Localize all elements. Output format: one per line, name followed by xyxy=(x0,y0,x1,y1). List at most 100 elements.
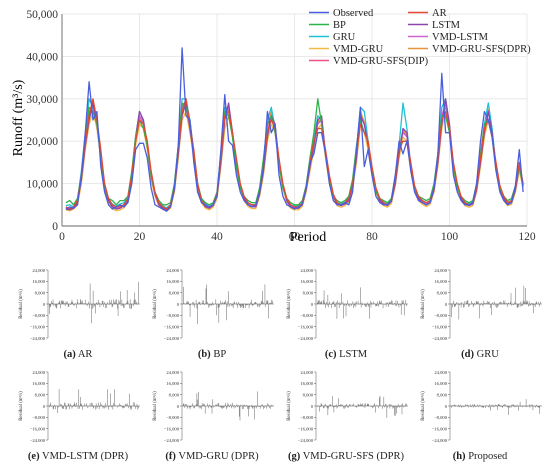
residual-bar xyxy=(525,399,527,406)
residual-bar xyxy=(98,300,99,304)
residual-bar xyxy=(138,281,139,304)
residual-bar xyxy=(115,405,117,406)
residual-bar xyxy=(511,404,513,406)
residual-bar xyxy=(390,404,391,406)
residual-bar xyxy=(83,406,85,407)
residual-bar xyxy=(254,406,256,408)
residual-bar xyxy=(80,299,81,304)
residual-bar xyxy=(491,406,493,407)
y-tick-label: −8,000 xyxy=(32,313,46,319)
residual-bar xyxy=(52,406,54,409)
residual-bar xyxy=(457,302,459,304)
residual-bar xyxy=(500,301,502,304)
residual-bar xyxy=(205,406,207,407)
residual-axis-label: Residual (m³/s) xyxy=(18,391,24,421)
residual-bar xyxy=(366,304,367,308)
residual-bar xyxy=(114,301,115,304)
residual-bar xyxy=(226,406,228,408)
residual-bar xyxy=(194,406,195,409)
residual-bar xyxy=(451,405,453,406)
residual-chart-vmd-lstm: 24,000 16,000 8,000 0 −8,000 −16,000 −24,000 Re… xyxy=(18,370,140,444)
residual-bar xyxy=(187,406,189,409)
residual-bar xyxy=(213,304,214,306)
residual-bar xyxy=(395,300,397,304)
residual-bar xyxy=(261,300,263,304)
residual-bar xyxy=(113,403,114,406)
residual-bar xyxy=(78,389,80,406)
panel-title: VMD-LSTM (DPR) xyxy=(42,451,129,462)
residual-bar xyxy=(492,302,494,304)
residual-bar xyxy=(320,406,321,408)
residual-bar xyxy=(96,406,98,409)
residual-bar xyxy=(379,395,381,406)
residual-bar xyxy=(356,301,357,304)
residual-bar xyxy=(250,302,251,304)
panel-letter: (f) xyxy=(165,451,176,462)
residual-bar xyxy=(526,406,528,408)
residual-bar xyxy=(208,405,210,406)
residual-bar xyxy=(244,303,245,304)
residual-bar xyxy=(508,302,510,304)
residual-bar xyxy=(459,304,460,305)
residual-bar xyxy=(242,404,244,406)
residual-bar xyxy=(185,403,186,406)
residual-bar xyxy=(464,301,466,304)
residual-bar xyxy=(326,301,327,304)
residual-bar xyxy=(107,302,108,304)
residual-bar xyxy=(480,304,482,306)
residual-bar xyxy=(93,406,95,408)
residual-bar xyxy=(485,303,486,304)
residual-bar xyxy=(466,301,467,304)
residual-bar xyxy=(328,406,329,409)
residual-bar xyxy=(512,404,513,406)
residual-bar xyxy=(239,406,241,421)
residual-bar xyxy=(335,302,337,304)
residual-bar xyxy=(522,406,523,408)
residual-bar xyxy=(396,304,397,307)
residual-bar xyxy=(216,404,217,406)
residual-bar xyxy=(211,304,213,306)
residual-bar xyxy=(537,406,538,408)
residual-bar xyxy=(123,304,124,308)
residual-panel-gru: 24,000 16,000 8,000 0 −8,000 −16,000 −24,000 Re… xyxy=(416,264,544,368)
residual-bar xyxy=(248,406,250,409)
y-tick-label: −24,000 xyxy=(298,336,314,342)
x-tick-label: 100 xyxy=(441,231,459,243)
residual-bar xyxy=(471,406,472,407)
residual-bar xyxy=(500,406,501,407)
y-tick-label: −24,000 xyxy=(432,438,448,444)
panel-letter: (b) xyxy=(197,349,211,360)
residual-bar xyxy=(241,405,242,406)
residual-bar xyxy=(125,403,126,406)
residual-bar xyxy=(396,406,397,414)
residual-bar xyxy=(226,304,227,321)
residual-bar xyxy=(73,304,74,306)
residual-bar xyxy=(466,404,468,406)
residual-bar xyxy=(506,303,507,304)
residual-bar xyxy=(473,304,475,306)
residual-bar xyxy=(112,406,114,410)
residual-bar xyxy=(528,301,530,304)
residual-bar xyxy=(117,304,118,309)
residual-bar xyxy=(469,404,471,406)
residual-bar xyxy=(373,404,375,406)
residual-bar xyxy=(123,304,125,308)
residual-bar xyxy=(510,293,512,304)
panel-caption-vmd-gru-sfs: (g) VMD-GRU-SFS (DPR) xyxy=(282,451,410,462)
residual-bar xyxy=(391,300,393,304)
residual-bar xyxy=(475,304,476,305)
residual-bar xyxy=(400,304,402,315)
residual-bar xyxy=(528,304,529,307)
residual-bar xyxy=(503,404,504,406)
residual-bar xyxy=(500,301,501,304)
residual-bar xyxy=(371,302,372,304)
residual-bar xyxy=(466,300,468,304)
residual-bar xyxy=(79,406,80,409)
residual-bar xyxy=(453,300,454,304)
residual-bar xyxy=(223,406,224,408)
residual-bar xyxy=(359,405,360,406)
residual-bar xyxy=(97,304,98,306)
residual-bar xyxy=(238,406,240,417)
residual-bar xyxy=(133,406,135,407)
residual-bar xyxy=(506,304,508,307)
